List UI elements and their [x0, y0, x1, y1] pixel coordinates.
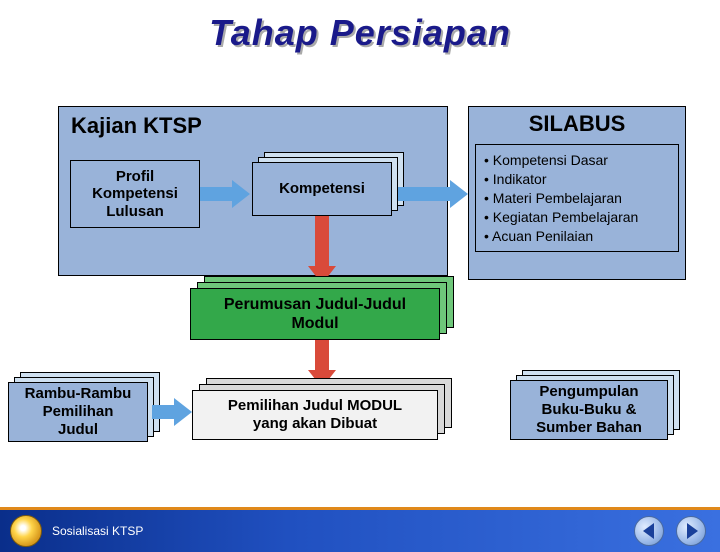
- kompetensi-stack: Kompetensi: [252, 162, 402, 224]
- rambu-label: Rambu-Rambu Pemilihan Judul: [25, 385, 132, 439]
- footer-text: Sosialisasi KTSP: [52, 524, 143, 538]
- silabus-item: • Acuan Penilaian: [484, 227, 670, 246]
- kajian-header: Kajian KTSP: [59, 107, 447, 141]
- profil-label: Profil Kompetensi Lulusan: [92, 168, 178, 220]
- page-title: Tahap Persiapan: [0, 12, 720, 54]
- footer-bar: Sosialisasi KTSP: [0, 510, 720, 552]
- pemilihan-label: Pemilihan Judul MODUL yang akan Dibuat: [228, 397, 402, 433]
- chevron-right-icon: [687, 523, 698, 539]
- rambu-stack: Rambu-Rambu Pemilihan Judul: [8, 382, 164, 448]
- silabus-list: • Kompetensi Dasar • Indikator • Materi …: [475, 144, 679, 252]
- silabus-panel: SILABUS • Kompetensi Dasar • Indikator •…: [468, 106, 686, 280]
- prev-button[interactable]: [634, 516, 664, 546]
- silabus-item: • Kompetensi Dasar: [484, 151, 670, 170]
- profil-box: Profil Kompetensi Lulusan: [70, 160, 200, 228]
- pengumpulan-stack: Pengumpulan Buku-Buku & Sumber Bahan: [510, 380, 680, 446]
- perumusan-stack: Perumusan Judul-Judul Modul: [190, 288, 450, 346]
- pemilihan-stack: Pemilihan Judul MODUL yang akan Dibuat: [192, 390, 450, 444]
- silabus-item: • Kegiatan Pembelajaran: [484, 208, 670, 227]
- silabus-item: • Indikator: [484, 170, 670, 189]
- perumusan-label: Perumusan Judul-Judul Modul: [224, 295, 406, 333]
- silabus-header: SILABUS: [469, 107, 685, 140]
- footer-logo-icon: [10, 515, 42, 547]
- next-button[interactable]: [676, 516, 706, 546]
- silabus-item: • Materi Pembelajaran: [484, 189, 670, 208]
- chevron-left-icon: [643, 523, 654, 539]
- pengumpulan-label: Pengumpulan Buku-Buku & Sumber Bahan: [536, 383, 642, 437]
- kompetensi-label: Kompetensi: [279, 180, 365, 198]
